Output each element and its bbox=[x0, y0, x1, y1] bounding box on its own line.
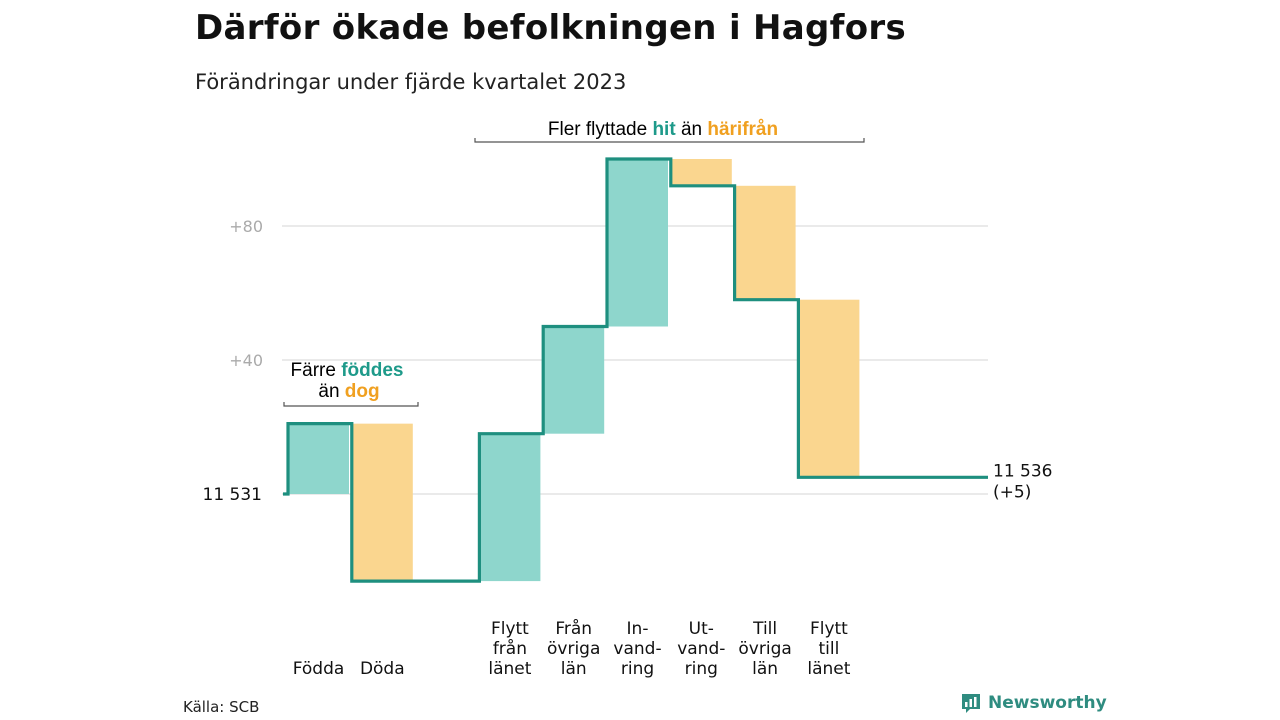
chart-subtitle: Förändringar under fjärde kvartalet 2023 bbox=[195, 70, 627, 94]
category-label: länet bbox=[807, 659, 850, 679]
bar-döda bbox=[351, 423, 413, 582]
bar-från-övriga-län bbox=[543, 326, 605, 434]
brand-logo[interactable]: Newsworthy bbox=[960, 692, 1107, 714]
y-tick-label: +80 bbox=[229, 217, 263, 236]
bar-flytt-till-länet bbox=[798, 299, 860, 478]
annotation-than-text: än bbox=[318, 381, 339, 402]
annotation-than2-text: än bbox=[681, 119, 702, 140]
cumulative-step-line bbox=[283, 157, 988, 583]
category-label: övriga bbox=[738, 639, 791, 659]
annotation-here-text: hit bbox=[652, 119, 676, 140]
bar-till-övriga-län bbox=[734, 185, 796, 300]
bar-flytt-från-länet bbox=[479, 433, 541, 582]
brand-name: Newsworthy bbox=[988, 693, 1107, 713]
annotation-migration: Fler flyttade hit än härifrån bbox=[548, 119, 778, 140]
category-label: vand- bbox=[613, 639, 661, 659]
category-label: ring bbox=[685, 659, 718, 679]
bar-födda bbox=[288, 423, 349, 494]
category-label: Till bbox=[752, 619, 777, 639]
annotation-born-text: föddes bbox=[341, 360, 403, 381]
category-label: Från bbox=[555, 618, 592, 639]
annotation-away-text: härifrån bbox=[707, 119, 778, 140]
annotation-births-deaths-bracket bbox=[283, 402, 419, 407]
source-note: Källa: SCB bbox=[183, 698, 260, 716]
category-label: från bbox=[493, 638, 527, 659]
bar-ut--vand--ring bbox=[670, 159, 732, 186]
annotation-births-deaths-line1: Färre föddes bbox=[291, 360, 404, 381]
annotation-migration-bracket bbox=[474, 138, 865, 143]
chart-title: Därför ökade befolkningen i Hagfors bbox=[195, 8, 907, 48]
category-label: Ut- bbox=[689, 619, 714, 639]
bar-in--vand--ring bbox=[607, 159, 668, 327]
category-label: Flytt bbox=[491, 619, 529, 639]
end-change-label: (+5) bbox=[993, 482, 1031, 502]
start-value-label: 11 531 bbox=[203, 485, 262, 505]
category-label: Födda bbox=[293, 659, 345, 679]
category-label: vand- bbox=[677, 639, 725, 659]
category-label: In- bbox=[627, 619, 649, 639]
annotation-moved-text: Fler flyttade bbox=[548, 119, 647, 140]
category-label: län bbox=[561, 659, 587, 679]
annotation-died-text: dog bbox=[345, 381, 380, 402]
newsworthy-chart-icon bbox=[962, 694, 980, 713]
end-value-label: 11 536 bbox=[993, 461, 1052, 481]
y-tick-label: +40 bbox=[229, 351, 263, 370]
annotation-fewer-text: Färre bbox=[291, 360, 336, 381]
category-label: ring bbox=[621, 659, 654, 679]
category-label: Döda bbox=[360, 659, 405, 679]
category-label: länet bbox=[488, 659, 531, 679]
annotation-births-deaths-line2: än dog bbox=[318, 381, 379, 402]
category-label: övriga bbox=[547, 639, 600, 659]
category-label: Flytt bbox=[810, 619, 848, 639]
category-label: län bbox=[752, 659, 778, 679]
category-label: till bbox=[818, 639, 839, 659]
